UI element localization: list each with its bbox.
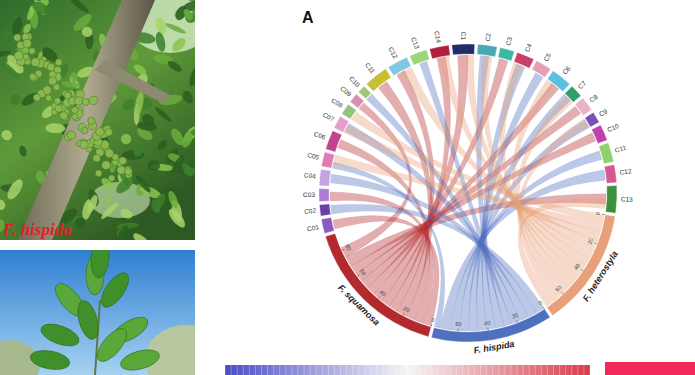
svg-text:C09: C09 — [339, 85, 353, 98]
svg-text:0: 0 — [595, 212, 601, 216]
svg-text:20: 20 — [586, 237, 594, 245]
svg-text:C07: C07 — [322, 111, 336, 123]
svg-text:C13: C13 — [410, 36, 421, 50]
svg-text:60: 60 — [554, 284, 563, 293]
svg-text:C1: C1 — [460, 32, 467, 41]
svg-text:C05: C05 — [307, 151, 321, 161]
svg-text:F. squamosa: F. squamosa — [336, 283, 382, 328]
svg-text:C4: C4 — [523, 42, 533, 53]
svg-text:C10: C10 — [348, 75, 362, 89]
svg-text:20: 20 — [511, 312, 519, 320]
svg-text:C14: C14 — [433, 30, 442, 43]
svg-text:F. heterostyla: F. heterostyla — [581, 249, 620, 303]
svg-text:40: 40 — [378, 289, 387, 298]
svg-text:C04: C04 — [304, 171, 317, 179]
svg-text:C12: C12 — [387, 46, 399, 60]
svg-text:C9: C9 — [598, 107, 609, 117]
svg-text:F. hispida: F. hispida — [473, 339, 515, 356]
svg-text:C11: C11 — [364, 61, 377, 75]
svg-text:60: 60 — [455, 321, 462, 327]
svg-text:C01: C01 — [306, 223, 320, 233]
svg-text:C11: C11 — [614, 144, 627, 154]
svg-text:0: 0 — [537, 299, 543, 306]
svg-text:0: 0 — [431, 316, 436, 323]
svg-text:C10: C10 — [606, 122, 620, 133]
svg-text:C12: C12 — [619, 167, 632, 176]
svg-text:C5: C5 — [542, 52, 552, 63]
svg-text:C2: C2 — [484, 32, 492, 42]
svg-text:C7: C7 — [576, 79, 587, 90]
svg-text:C13: C13 — [621, 195, 634, 203]
svg-text:C06: C06 — [313, 130, 327, 141]
svg-text:F. hispida: F. hispida — [2, 220, 72, 239]
svg-text:20: 20 — [402, 305, 410, 313]
svg-text:60: 60 — [359, 268, 367, 277]
svg-text:C6: C6 — [561, 65, 572, 76]
svg-text:40: 40 — [573, 262, 581, 270]
svg-text:A: A — [302, 9, 314, 26]
svg-text:C3: C3 — [504, 36, 513, 46]
svg-text:C08: C08 — [330, 96, 344, 109]
svg-text:C8: C8 — [588, 93, 599, 104]
svg-text:40: 40 — [484, 320, 491, 327]
svg-text:C02: C02 — [304, 207, 317, 215]
svg-text:C03: C03 — [303, 191, 315, 198]
svg-text:80: 80 — [344, 243, 352, 251]
